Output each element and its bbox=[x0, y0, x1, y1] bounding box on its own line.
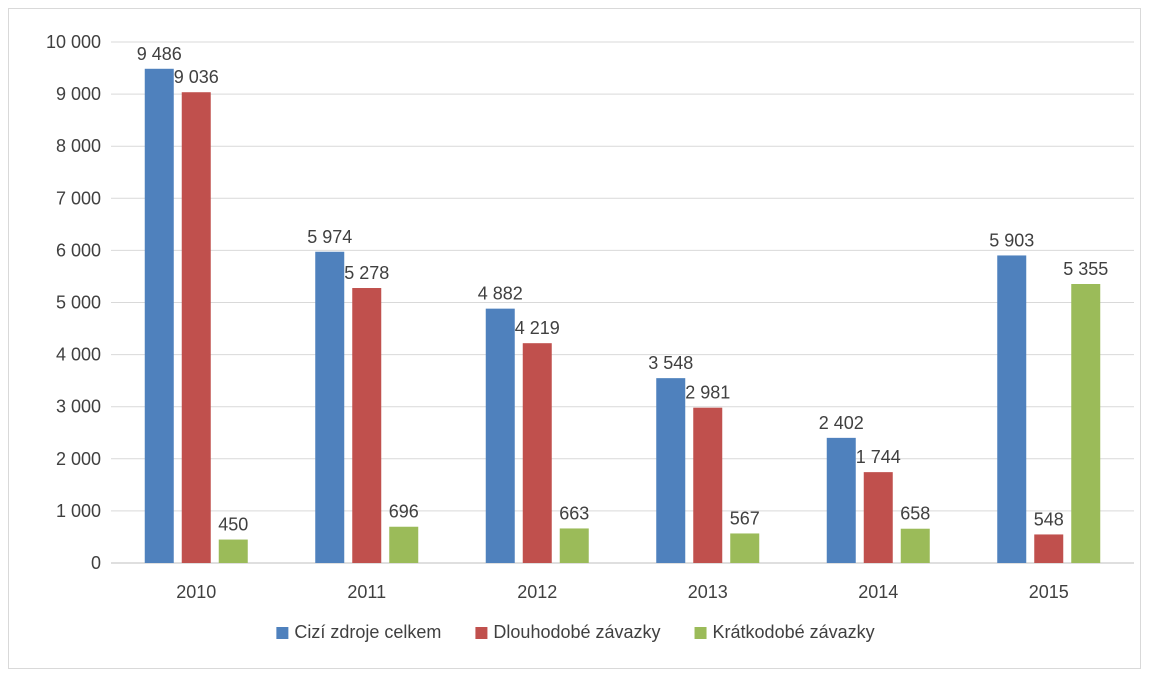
data-label: 658 bbox=[900, 504, 930, 524]
data-labels: 9 486 9 036 450 5 974 5 278 696 4 882 4 219 663 3… bbox=[137, 44, 1109, 535]
legend-label: Dlouhodobé závazky bbox=[493, 622, 660, 642]
bar-2013-1 bbox=[656, 378, 686, 563]
bars bbox=[144, 68, 1101, 564]
data-label: 696 bbox=[389, 502, 419, 522]
bar-2015-2 bbox=[1034, 534, 1064, 563]
bar-2014-3 bbox=[900, 528, 930, 563]
bar-chart: 0 1 000 2 000 3 000 4 000 5 000 6 000 7 000 8 00… bbox=[46, 32, 1134, 642]
data-label: 5 903 bbox=[989, 230, 1034, 250]
data-label: 3 548 bbox=[648, 353, 693, 373]
legend-label: Cizí zdroje celkem bbox=[294, 622, 441, 642]
data-label: 5 278 bbox=[344, 263, 389, 283]
data-label: 548 bbox=[1034, 509, 1064, 529]
bar-2012-3 bbox=[559, 528, 589, 563]
legend-swatch bbox=[276, 627, 289, 639]
x-tick-label: 2014 bbox=[858, 582, 898, 602]
x-tick-label: 2011 bbox=[347, 582, 386, 602]
bar-2011-2 bbox=[352, 288, 382, 563]
bar-2011-3 bbox=[389, 526, 419, 563]
bar-2015-1 bbox=[997, 255, 1027, 563]
legend: Cizí zdroje celkem Dlouhodobé závazky Krát… bbox=[276, 622, 875, 642]
data-label: 2 402 bbox=[819, 413, 864, 433]
legend-label: Krátkodobé závazky bbox=[713, 622, 875, 642]
x-tick-label: 2012 bbox=[517, 582, 557, 602]
y-tick-label: 1 000 bbox=[56, 501, 101, 521]
data-label: 663 bbox=[559, 503, 589, 523]
data-label: 1 744 bbox=[856, 447, 901, 467]
bar-2010-3 bbox=[218, 539, 248, 563]
data-label: 9 486 bbox=[137, 44, 182, 64]
y-tick-label: 6 000 bbox=[56, 240, 101, 260]
data-label: 5 355 bbox=[1063, 259, 1108, 279]
data-label: 5 974 bbox=[307, 227, 352, 247]
x-tick-label: 2015 bbox=[1029, 582, 1069, 602]
data-label: 450 bbox=[218, 515, 248, 535]
bar-2011-1 bbox=[315, 251, 345, 564]
y-tick-label: 10 000 bbox=[46, 32, 101, 52]
x-tick-label: 2013 bbox=[688, 582, 728, 602]
y-tick-label: 8 000 bbox=[56, 136, 101, 156]
y-tick-label: 5 000 bbox=[56, 293, 101, 313]
data-label: 4 882 bbox=[478, 284, 523, 304]
x-tick-label: 2010 bbox=[176, 582, 216, 602]
data-label: 9 036 bbox=[174, 67, 219, 87]
chart-frame: 0 1 000 2 000 3 000 4 000 5 000 6 000 7 000 8 00… bbox=[8, 8, 1141, 669]
y-tick-label: 3 000 bbox=[56, 397, 101, 417]
bar-2015-3 bbox=[1071, 284, 1101, 563]
x-axis-labels: 2010 2011 2012 2013 2014 2015 bbox=[176, 582, 1069, 602]
y-axis-labels: 0 1 000 2 000 3 000 4 000 5 000 6 000 7 000 8 00… bbox=[46, 32, 101, 573]
y-tick-label: 9 000 bbox=[56, 84, 101, 104]
y-tick-label: 2 000 bbox=[56, 449, 101, 469]
legend-swatch bbox=[694, 627, 707, 639]
y-tick-label: 0 bbox=[91, 553, 101, 573]
data-label: 567 bbox=[730, 508, 760, 528]
bar-2014-1 bbox=[826, 437, 856, 563]
bar-2012-2 bbox=[522, 343, 552, 563]
data-label: 2 981 bbox=[685, 383, 730, 403]
bar-2013-3 bbox=[730, 533, 760, 563]
y-tick-label: 7 000 bbox=[56, 188, 101, 208]
bar-2014-2 bbox=[863, 472, 893, 563]
bar-2010-2 bbox=[181, 92, 211, 564]
bar-2010-1 bbox=[144, 68, 174, 563]
data-label: 4 219 bbox=[515, 318, 560, 338]
gridlines bbox=[111, 41, 1134, 564]
bar-2013-2 bbox=[693, 407, 723, 563]
bar-2012-1 bbox=[485, 308, 515, 563]
legend-swatch bbox=[475, 627, 488, 639]
y-tick-label: 4 000 bbox=[56, 345, 101, 365]
